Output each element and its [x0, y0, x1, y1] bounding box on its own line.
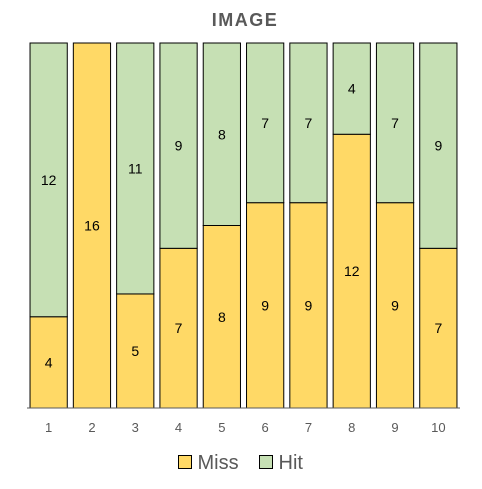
- bar-hit-10: [419, 42, 458, 249]
- x-tick-label-3: 3: [132, 420, 139, 435]
- data-label-hit-9: 7: [391, 115, 399, 131]
- data-label-hit-7: 7: [305, 115, 313, 131]
- data-label-hit-10: 9: [434, 138, 442, 154]
- legend: Miss Hit: [178, 452, 304, 474]
- bar-miss-7: [289, 202, 328, 409]
- data-label-hit-1: 12: [41, 172, 57, 188]
- data-label-hit-8: 4: [348, 81, 356, 97]
- bar-miss-1: [29, 316, 68, 409]
- legend-label-hit: Hit: [279, 452, 304, 474]
- bar-hit-4: [159, 42, 198, 249]
- legend-label-miss: Miss: [198, 452, 239, 474]
- bar-hit-8: [332, 42, 371, 135]
- x-tick-label-1: 1: [45, 420, 52, 435]
- x-tick-label-10: 10: [431, 420, 445, 435]
- bar-hit-7: [289, 42, 328, 204]
- data-label-miss-4: 7: [175, 320, 183, 336]
- bar-miss-2: [72, 42, 112, 409]
- bar-miss-10: [419, 247, 458, 409]
- x-tick-label-5: 5: [218, 420, 225, 435]
- legend-item-hit: Hit: [259, 452, 304, 474]
- bar-hit-9: [375, 42, 415, 204]
- x-tick-label-4: 4: [175, 420, 182, 435]
- data-label-hit-5: 8: [218, 126, 226, 142]
- bar-miss-5: [202, 225, 241, 409]
- data-label-miss-2: 16: [84, 218, 100, 234]
- legend-swatch-hit: [259, 455, 273, 469]
- data-label-miss-5: 8: [218, 309, 226, 325]
- bar-hit-5: [202, 42, 241, 226]
- x-tick-label-9: 9: [391, 420, 398, 435]
- data-label-miss-6: 9: [261, 297, 269, 313]
- data-label-hit-6: 7: [261, 115, 269, 131]
- data-label-miss-8: 12: [344, 263, 360, 279]
- bar-miss-3: [116, 293, 155, 409]
- x-tick-label-6: 6: [262, 420, 269, 435]
- x-tick-label-8: 8: [348, 420, 355, 435]
- data-label-hit-4: 9: [175, 138, 183, 154]
- x-tick-label-2: 2: [88, 420, 95, 435]
- data-label-miss-7: 9: [305, 297, 313, 313]
- bar-miss-9: [375, 202, 415, 409]
- bars-layer: 4 12 16 5 11 7 9 8 8 9 7 9 7 12 4 9 7 7 9: [29, 42, 458, 409]
- x-tick-label-7: 7: [305, 420, 312, 435]
- bar-hit-1: [29, 42, 68, 318]
- data-label-miss-9: 9: [391, 297, 399, 313]
- bar-miss-4: [159, 247, 198, 409]
- chart-title: IMAGE: [212, 10, 279, 30]
- data-label-miss-1: 4: [45, 354, 53, 370]
- legend-item-miss: Miss: [178, 452, 239, 474]
- bar-hit-3: [116, 42, 155, 295]
- data-label-miss-10: 7: [434, 320, 442, 336]
- legend-swatch-miss: [178, 455, 192, 469]
- x-tick-labels: 1 2 3 4 5 6 7 8 9 10: [45, 420, 446, 435]
- data-label-hit-3: 11: [128, 160, 143, 176]
- bar-hit-6: [246, 42, 285, 204]
- bar-miss-6: [246, 202, 285, 409]
- data-label-miss-3: 5: [131, 343, 139, 359]
